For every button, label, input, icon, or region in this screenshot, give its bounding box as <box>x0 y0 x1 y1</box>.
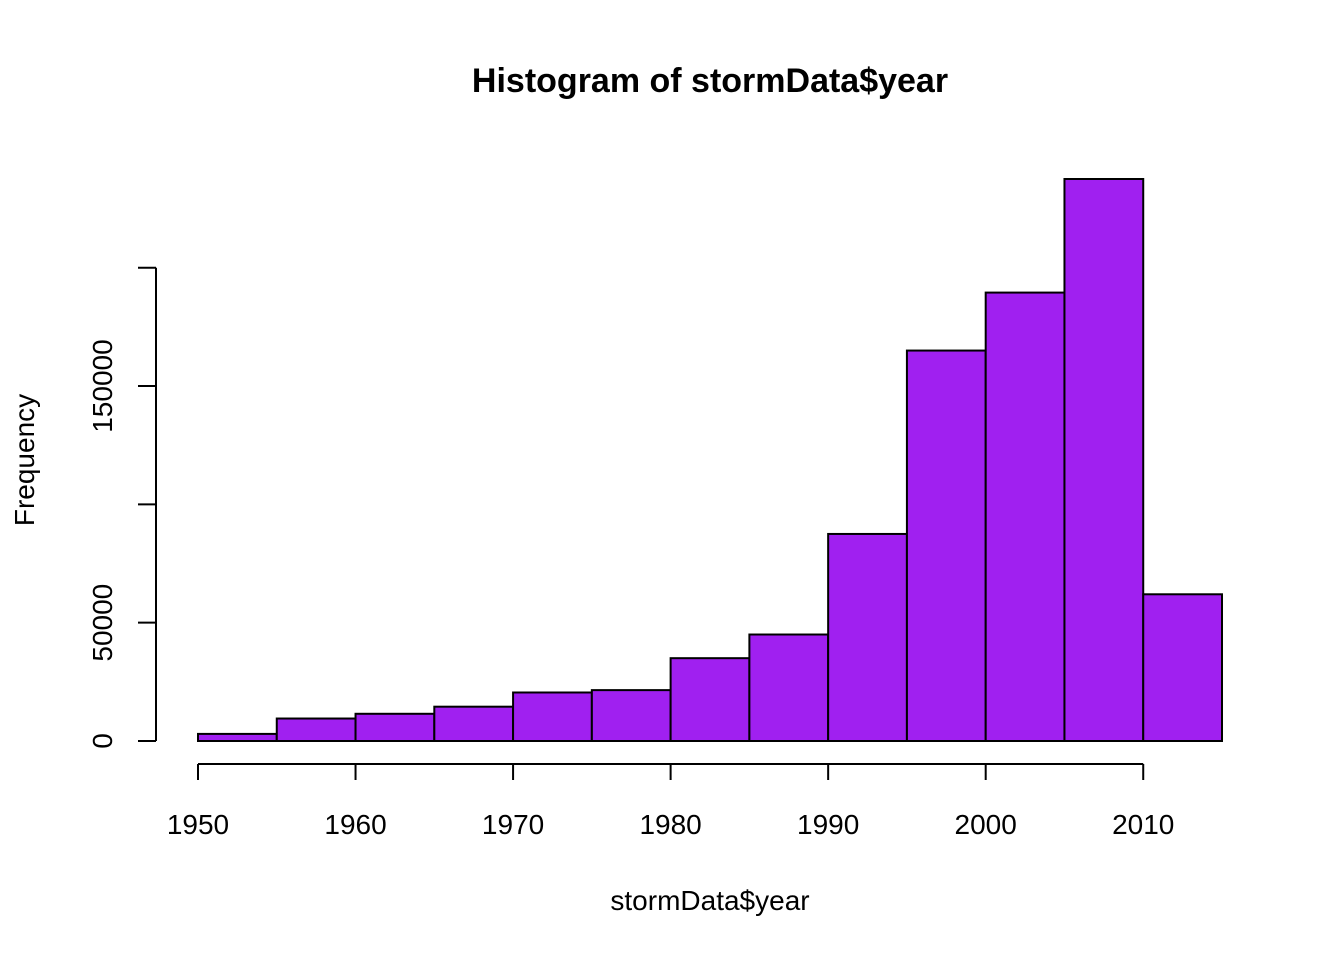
x-tick-label-1980: 1980 <box>639 809 701 840</box>
bars-group <box>197 178 1223 743</box>
histogram-bar-1965-1970 <box>433 705 515 742</box>
histogram-bar-1950-1955 <box>197 732 278 743</box>
histogram-bar-1990-1995 <box>827 532 908 743</box>
x-axis: 1950 1960 1970 1980 1990 2000 2010 <box>167 763 1174 840</box>
x-tick-label-1990: 1990 <box>797 809 859 840</box>
histogram-bar-1985-1990 <box>748 633 830 743</box>
chart-title: Histogram of stormData$year <box>472 62 948 100</box>
x-tick-label-2000: 2000 <box>955 809 1017 840</box>
x-axis-label: stormData$year <box>610 885 809 916</box>
x-tick-label-1970: 1970 <box>482 809 544 840</box>
x-tick-label-1950: 1950 <box>167 809 229 840</box>
x-tick-label-1960: 1960 <box>324 809 386 840</box>
y-tick-label-150000: 150000 <box>87 339 118 432</box>
histogram-bar-2000-2005 <box>984 291 1066 742</box>
histogram-bar-1955-1960 <box>275 717 357 743</box>
y-tick-label-50000: 50000 <box>87 584 118 662</box>
y-axis: 0 50000 150000 <box>87 266 157 749</box>
histogram-bar-1975-1980 <box>590 689 672 742</box>
y-tick-label-0: 0 <box>87 733 118 749</box>
histogram-bar-2005-2010 <box>1063 178 1145 742</box>
x-tick-label-2010: 2010 <box>1112 809 1174 840</box>
y-axis-label: Frequency <box>9 394 40 526</box>
histogram-bar-1960-1965 <box>354 712 436 742</box>
histogram-bar-1980-1985 <box>669 657 751 743</box>
histogram-bar-1995-2000 <box>905 349 987 742</box>
histogram-bar-1970-1975 <box>512 691 593 743</box>
histogram-bar-2010-2015 <box>1142 593 1223 742</box>
